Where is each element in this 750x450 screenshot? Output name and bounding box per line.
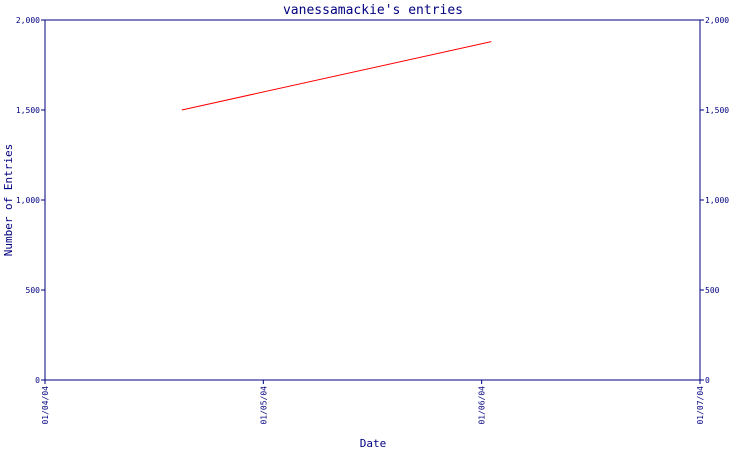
y-tick-label-left: 1,000 [16, 196, 40, 205]
left-y-axis: 0 500 1,000 1,500 2,000 [16, 16, 45, 385]
y-tick-label-right: 2,000 [705, 16, 729, 25]
y-axis-label: Number of Entries [2, 144, 15, 257]
x-tick-label: 01/05/04 [259, 386, 268, 425]
x-tick-label: 01/07/04 [696, 386, 705, 425]
chart-title: vanessamackie's entries [283, 3, 463, 18]
x-axis: 01/04/04 01/05/04 01/06/04 01/07/04 [41, 380, 705, 425]
x-axis-label: Date [360, 437, 387, 450]
right-y-axis: 0 500 1,000 1,500 2,000 [700, 16, 729, 385]
y-tick-label-right: 0 [705, 376, 710, 385]
y-tick-label-left: 2,000 [16, 16, 40, 25]
y-tick-label-left: 0 [35, 376, 40, 385]
y-tick-label-right: 1,000 [705, 196, 729, 205]
series-line [181, 41, 492, 111]
x-tick-label: 01/06/04 [478, 386, 487, 425]
x-tick-label: 01/04/04 [41, 386, 50, 425]
y-tick-label-left: 1,500 [16, 106, 40, 115]
y-tick-label-right: 500 [705, 286, 720, 295]
y-tick-label-right: 1,500 [705, 106, 729, 115]
series-layer [181, 41, 492, 111]
y-tick-label-left: 500 [26, 286, 41, 295]
plot-frame [44, 19, 701, 381]
